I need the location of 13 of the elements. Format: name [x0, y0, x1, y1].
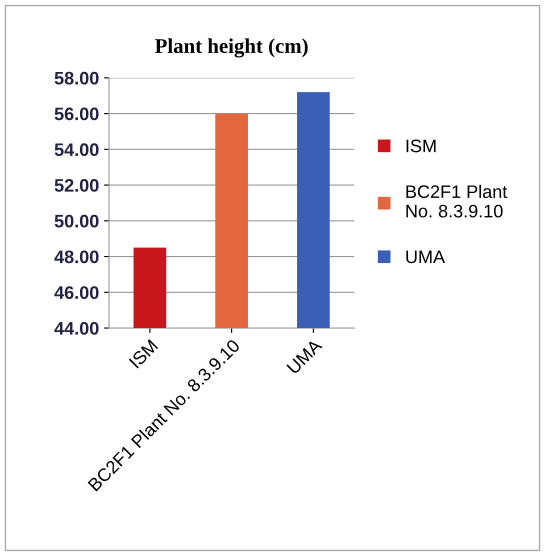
y-tick-label: 50.00 — [54, 214, 99, 228]
y-tick-label: 48.00 — [54, 250, 99, 264]
legend-label: BC2F1 Plant No. 8.3.9.10 — [406, 184, 508, 218]
y-tick-label: 44.00 — [54, 322, 99, 335]
y-tick-label: 56.00 — [54, 108, 99, 120]
y-tick-label: 46.00 — [54, 286, 99, 300]
y-tick-label: 54.00 — [54, 143, 99, 156]
chart-title: Plant height (cm) — [155, 38, 308, 58]
y-tick-label: 58.00 — [54, 72, 99, 85]
x-tick-label: ISM — [128, 339, 158, 369]
legend-label: ISM — [406, 140, 436, 152]
legend-label: UMA — [406, 250, 446, 264]
y-tick-label: 52.00 — [54, 179, 99, 192]
